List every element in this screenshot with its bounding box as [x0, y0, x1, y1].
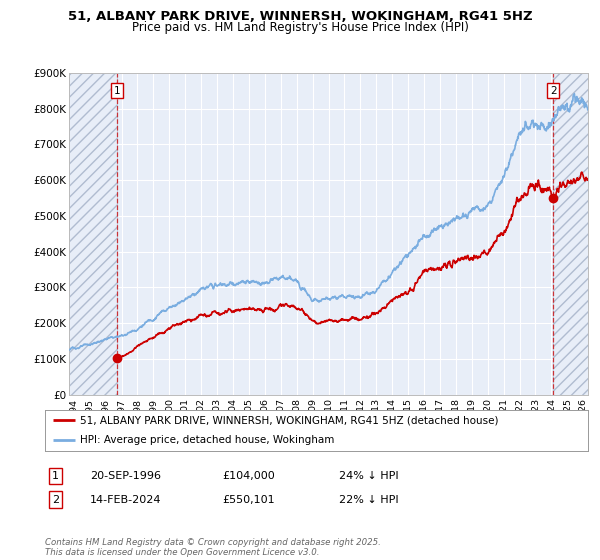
Text: 1: 1 — [114, 86, 121, 96]
Text: 20-SEP-1996: 20-SEP-1996 — [90, 471, 161, 481]
Text: 2: 2 — [52, 494, 59, 505]
Text: 51, ALBANY PARK DRIVE, WINNERSH, WOKINGHAM, RG41 5HZ: 51, ALBANY PARK DRIVE, WINNERSH, WOKINGH… — [68, 10, 532, 22]
Text: HPI: Average price, detached house, Wokingham: HPI: Average price, detached house, Woki… — [80, 435, 335, 445]
Text: 51, ALBANY PARK DRIVE, WINNERSH, WOKINGHAM, RG41 5HZ (detached house): 51, ALBANY PARK DRIVE, WINNERSH, WOKINGH… — [80, 415, 499, 425]
Text: 14-FEB-2024: 14-FEB-2024 — [90, 494, 161, 505]
Text: 2: 2 — [550, 86, 557, 96]
Bar — [69, 73, 117, 395]
Text: Contains HM Land Registry data © Crown copyright and database right 2025.
This d: Contains HM Land Registry data © Crown c… — [45, 538, 381, 557]
Text: 1: 1 — [52, 471, 59, 481]
Text: £104,000: £104,000 — [222, 471, 275, 481]
Text: £550,101: £550,101 — [222, 494, 275, 505]
Text: 22% ↓ HPI: 22% ↓ HPI — [339, 494, 398, 505]
Text: Price paid vs. HM Land Registry's House Price Index (HPI): Price paid vs. HM Land Registry's House … — [131, 21, 469, 34]
Bar — [553, 73, 588, 395]
Text: 24% ↓ HPI: 24% ↓ HPI — [339, 471, 398, 481]
